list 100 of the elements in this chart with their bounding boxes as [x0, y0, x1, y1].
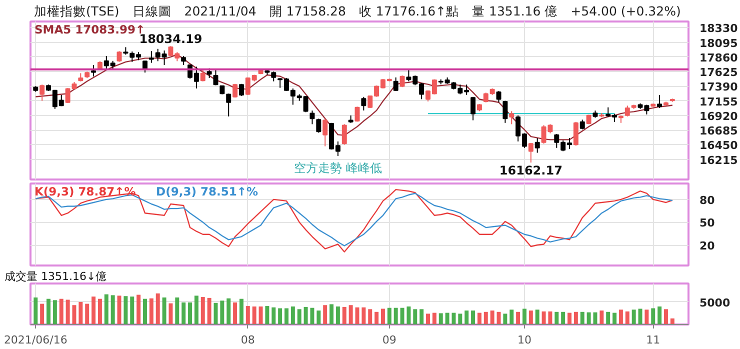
- y-tick-label: 80: [700, 194, 716, 207]
- bar: [194, 296, 198, 324]
- bar: [323, 305, 328, 324]
- bar: [528, 310, 533, 324]
- bar: [438, 313, 443, 324]
- bar: [188, 302, 192, 324]
- candlestick: [65, 88, 70, 104]
- bar: [265, 306, 270, 324]
- y-tick-label: 16215: [700, 154, 738, 167]
- bar: [117, 296, 122, 324]
- candlestick: [142, 60, 148, 74]
- candlestick: [316, 118, 322, 134]
- bar: [458, 314, 462, 324]
- candlestick: [40, 84, 45, 102]
- bar: [220, 300, 224, 324]
- bar: [606, 312, 610, 324]
- bar: [522, 308, 526, 324]
- x-tick-label: 09: [382, 334, 396, 346]
- candlestick: [354, 106, 360, 122]
- bar: [638, 308, 642, 324]
- candlestick: [238, 83, 244, 96]
- bar: [548, 311, 552, 324]
- y-tick-label: 16450: [700, 139, 738, 152]
- candlestick: [271, 71, 276, 82]
- text: 成交量 1351.16↓億: [4, 270, 107, 283]
- bar: [561, 312, 566, 324]
- bar: [304, 306, 308, 324]
- y-tick-label: 50: [700, 216, 716, 230]
- bar: [380, 308, 385, 324]
- bar: [484, 312, 488, 324]
- bar: [490, 310, 494, 324]
- bar: [394, 308, 398, 324]
- bar: [651, 308, 656, 324]
- bar: [258, 306, 263, 324]
- bar: [580, 312, 584, 324]
- candlestick: [624, 105, 630, 117]
- bar: [670, 318, 674, 324]
- bar: [568, 312, 572, 324]
- candlestick: [393, 76, 398, 92]
- candlestick: [91, 64, 96, 77]
- bar: [420, 309, 424, 324]
- bar: [477, 312, 482, 324]
- bar: [310, 308, 314, 324]
- bar: [98, 298, 102, 324]
- bar: [432, 312, 436, 324]
- y-tick-label: 20: [700, 240, 716, 252]
- bar: [200, 297, 205, 324]
- bar: [59, 298, 64, 324]
- bar: [374, 312, 379, 324]
- bar: [142, 298, 147, 324]
- bar: [92, 296, 96, 324]
- bar: [644, 310, 649, 324]
- bar: [207, 298, 212, 324]
- bar: [368, 309, 372, 324]
- bar: [362, 307, 366, 324]
- bar: [413, 309, 418, 324]
- candlestick: [310, 110, 315, 125]
- bar: [542, 311, 546, 324]
- candlestick: [226, 93, 232, 117]
- bar: [452, 312, 456, 324]
- bar: [632, 310, 636, 324]
- bar: [246, 306, 250, 324]
- x-tick-label: 10: [517, 334, 532, 346]
- bar: [503, 314, 508, 324]
- candlestick: [148, 50, 154, 64]
- candlestick: [116, 50, 122, 62]
- candlestick: [361, 96, 366, 111]
- bar: [348, 305, 353, 324]
- bar: [46, 298, 51, 324]
- bar: [252, 306, 256, 324]
- bar: [664, 309, 668, 324]
- bar: [284, 308, 288, 324]
- candlestick: [573, 121, 578, 146]
- bar: [278, 308, 282, 324]
- annotation: 18034.19: [139, 32, 202, 46]
- candlestick: [322, 118, 328, 147]
- bar: [272, 307, 276, 324]
- bar: [618, 310, 623, 324]
- x-tick-label: 11: [646, 334, 660, 346]
- y-tick-label: 18095: [700, 36, 738, 50]
- bar: [406, 306, 411, 324]
- candlestick: [213, 69, 218, 86]
- bar: [387, 308, 392, 324]
- y-tick-label: 5000: [700, 296, 730, 310]
- bar: [445, 312, 450, 324]
- bar: [168, 303, 173, 324]
- x-tick-label: 2021/06/16: [4, 334, 68, 346]
- bar: [612, 312, 617, 324]
- candlestick: [528, 142, 534, 164]
- bar: [72, 305, 76, 324]
- bar: [40, 304, 44, 324]
- bar: [342, 306, 346, 324]
- bar: [130, 296, 134, 324]
- bar: [162, 297, 166, 324]
- bar: [110, 295, 115, 324]
- x-tick-label: 08: [240, 334, 255, 346]
- line-series: [35, 188, 674, 252]
- bar: [336, 306, 340, 324]
- bar: [586, 312, 591, 324]
- bar: [535, 310, 540, 324]
